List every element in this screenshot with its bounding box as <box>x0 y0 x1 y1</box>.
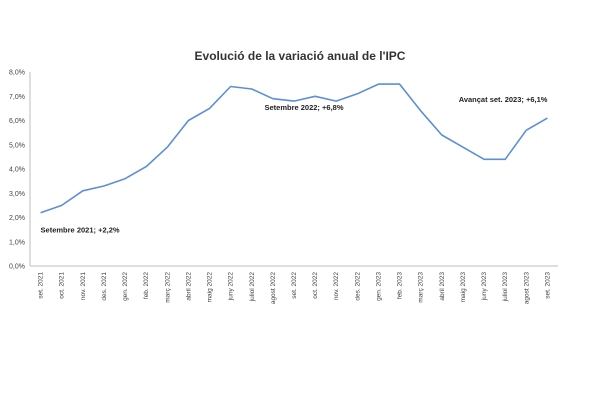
annotation-label: Avançat set. 2023; +6,1% <box>459 95 548 104</box>
x-tick-label: abril 2023 <box>439 272 446 301</box>
chart-title: Evolució de la variació anual de l'IPC <box>194 49 406 63</box>
x-tick-label: juny 2022 <box>228 272 235 302</box>
y-tick-label: 7,0% <box>9 94 25 101</box>
x-tick-label: des. 2022 <box>354 272 361 301</box>
x-tick-label: gen. 2023 <box>375 272 382 301</box>
y-tick-label: 1,0% <box>9 239 25 246</box>
x-tick-label: juliol 2023 <box>502 272 509 303</box>
y-tick-label: 4,0% <box>9 167 25 174</box>
x-tick-label: agost 2023 <box>523 272 530 305</box>
y-tick-label: 8,0% <box>9 70 25 77</box>
x-tick-label: gen. 2022 <box>122 272 129 301</box>
x-tick-label: feb. 2023 <box>397 272 404 299</box>
x-tick-label: maig 2023 <box>460 272 467 303</box>
x-tick-label: set. 2021 <box>38 272 45 299</box>
y-tick-label: 6,0% <box>9 118 25 125</box>
y-tick-label: 0,0% <box>9 264 25 271</box>
x-tick-label: agost 2022 <box>270 272 277 305</box>
x-tick-label: nov. 2021 <box>80 272 87 300</box>
y-tick-label: 2,0% <box>9 215 25 222</box>
x-tick-label: nov. 2022 <box>333 272 340 300</box>
x-tick-label: març 2022 <box>164 272 171 303</box>
x-tick-labels: set. 2021 oct. 2021 nov. 2021 des. 2021 gen.… <box>38 272 552 305</box>
annotation-label: Setembre 2021; +2,2% <box>41 226 120 235</box>
y-tick-labels: 0,0% 1,0% 2,0% 3,0% 4,0% 5,0% 6,0% 7,0% 8,0% <box>9 70 25 271</box>
annotations: Setembre 2021; +2,2% Setembre 2022; +6,8%… <box>41 95 548 235</box>
x-tick-label: set. 2023 <box>544 272 551 299</box>
y-tick-label: 5,0% <box>9 142 25 149</box>
x-tick-label: maig 2022 <box>207 272 214 303</box>
x-tick-label: març 2023 <box>418 272 425 303</box>
x-tick-label: abril 2022 <box>185 272 192 301</box>
x-tick-label: oct. 2022 <box>312 272 319 299</box>
x-tick-label: feb. 2022 <box>143 272 150 299</box>
series-line <box>40 83 548 214</box>
x-tick-label: des. 2021 <box>101 272 108 301</box>
x-tick-label: oct. 2021 <box>59 272 66 299</box>
x-tick-label: set. 2022 <box>291 272 298 299</box>
x-tick-label: juny 2023 <box>481 272 488 302</box>
y-tick-label: 3,0% <box>9 191 25 198</box>
annotation-label: Setembre 2022; +6,8% <box>264 103 343 112</box>
x-tick-label: juliol 2022 <box>249 272 256 303</box>
